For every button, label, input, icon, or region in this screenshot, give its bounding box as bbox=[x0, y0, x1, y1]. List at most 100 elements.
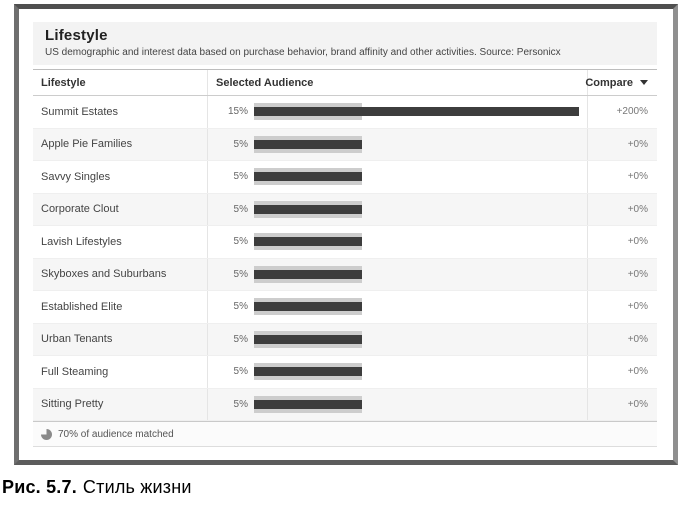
selected-audience-bar bbox=[254, 334, 363, 344]
audience-bar bbox=[254, 330, 587, 348]
audience-percent: 5% bbox=[233, 268, 248, 280]
table-row: Lavish Lifestyles 5% +0% bbox=[33, 226, 657, 259]
selected-audience-bar bbox=[254, 237, 363, 247]
compare-cell: +0% bbox=[587, 226, 657, 258]
compare-cell: +0% bbox=[587, 323, 657, 355]
lifestyle-label: Sitting Pretty bbox=[41, 398, 104, 411]
audience-cell: 5% bbox=[207, 226, 587, 258]
compare-cell: +0% bbox=[587, 128, 657, 160]
lifestyle-panel: Lifestyle US demographic and interest da… bbox=[33, 22, 657, 447]
lifestyle-label: Skyboxes and Suburbans bbox=[41, 268, 167, 281]
audience-matched-text: 70% of audience matched bbox=[58, 428, 174, 440]
panel-title: Lifestyle bbox=[45, 27, 108, 44]
compare-value: +0% bbox=[627, 171, 648, 183]
lifestyle-label: Apple Pie Families bbox=[41, 138, 133, 151]
compare-cell: +0% bbox=[587, 388, 657, 420]
column-header-lifestyle: Lifestyle bbox=[41, 76, 86, 89]
lifestyle-table: Lifestyle Selected Audience Compare Summ… bbox=[33, 69, 657, 447]
selected-audience-bar bbox=[254, 107, 580, 117]
compare-value: +0% bbox=[627, 301, 648, 313]
compare-value: +0% bbox=[627, 268, 648, 280]
table-row: Savvy Singles 5% +0% bbox=[33, 161, 657, 194]
table-row: Sitting Pretty 5% +0% bbox=[33, 388, 657, 421]
audience-cell: 5% bbox=[207, 128, 587, 160]
audience-cell: 5% bbox=[207, 323, 587, 355]
audience-percent: 15% bbox=[227, 106, 248, 118]
compare-value: +0% bbox=[627, 236, 648, 248]
lifestyle-label: Savvy Singles bbox=[41, 170, 111, 183]
table-row: Corporate Clout 5% +0% bbox=[33, 193, 657, 226]
screenshot-frame: Lifestyle US demographic and interest da… bbox=[14, 4, 678, 465]
audience-percent: 5% bbox=[233, 138, 248, 150]
table-header-row: Lifestyle Selected Audience Compare bbox=[33, 69, 657, 96]
panel-subtitle: US demographic and interest data based o… bbox=[45, 47, 561, 58]
audience-bar bbox=[254, 363, 587, 381]
audience-bar bbox=[254, 298, 587, 316]
table-body: Summit Estates 15% +200% Apple Pie Families… bbox=[33, 96, 657, 421]
column-header-compare: Compare bbox=[585, 76, 633, 89]
lifestyle-label: Established Elite bbox=[41, 300, 123, 313]
table-row: Urban Tenants 5% +0% bbox=[33, 323, 657, 356]
table-row: Established Elite 5% +0% bbox=[33, 291, 657, 324]
lifestyle-label: Summit Estates bbox=[41, 105, 119, 118]
compare-value: +200% bbox=[616, 106, 648, 118]
chevron-down-icon bbox=[640, 80, 648, 85]
audience-cell: 5% bbox=[207, 258, 587, 290]
table-row: Summit Estates 15% +200% bbox=[33, 96, 657, 129]
audience-cell: 5% bbox=[207, 356, 587, 388]
audience-percent: 5% bbox=[233, 301, 248, 313]
audience-percent: 5% bbox=[233, 203, 248, 215]
audience-percent: 5% bbox=[233, 398, 248, 410]
audience-cell: 5% bbox=[207, 291, 587, 323]
lifestyle-label: Lavish Lifestyles bbox=[41, 235, 122, 248]
audience-cell: 15% bbox=[207, 96, 587, 128]
lifestyle-label: Full Steaming bbox=[41, 365, 109, 378]
panel-header: Lifestyle US demographic and interest da… bbox=[33, 22, 657, 65]
caption-text: Стиль жизни bbox=[82, 477, 192, 497]
table-row: Skyboxes and Suburbans 5% +0% bbox=[33, 258, 657, 291]
selected-audience-bar bbox=[254, 139, 363, 149]
compare-cell: +0% bbox=[587, 356, 657, 388]
audience-bar bbox=[254, 168, 587, 186]
selected-audience-bar bbox=[254, 399, 363, 409]
pie-chart-icon bbox=[41, 428, 52, 440]
lifestyle-label: Corporate Clout bbox=[41, 203, 119, 216]
table-footer: 70% of audience matched bbox=[33, 421, 657, 447]
compare-value: +0% bbox=[627, 138, 648, 150]
figure-caption: Рис. 5.7. Стиль жизни bbox=[2, 477, 192, 498]
compare-value: +0% bbox=[627, 203, 648, 215]
compare-value: +0% bbox=[627, 333, 648, 345]
audience-percent: 5% bbox=[233, 366, 248, 378]
column-header-selected-audience: Selected Audience bbox=[207, 70, 587, 95]
table-row: Apple Pie Families 5% +0% bbox=[33, 128, 657, 161]
selected-audience-bar bbox=[254, 204, 363, 214]
audience-bar bbox=[254, 135, 587, 153]
audience-bar bbox=[254, 233, 587, 251]
compare-value: +0% bbox=[627, 366, 648, 378]
compare-value: +0% bbox=[627, 398, 648, 410]
selected-audience-bar bbox=[254, 302, 363, 312]
caption-number: Рис. 5.7. bbox=[2, 477, 77, 497]
selected-audience-bar bbox=[254, 172, 363, 182]
table-row: Full Steaming 5% +0% bbox=[33, 356, 657, 389]
compare-cell: +0% bbox=[587, 258, 657, 290]
compare-cell: +200% bbox=[587, 96, 657, 128]
selected-audience-bar bbox=[254, 269, 363, 279]
audience-cell: 5% bbox=[207, 161, 587, 193]
audience-percent: 5% bbox=[233, 333, 248, 345]
audience-percent: 5% bbox=[233, 171, 248, 183]
compare-cell: +0% bbox=[587, 291, 657, 323]
audience-percent: 5% bbox=[233, 236, 248, 248]
lifestyle-label: Urban Tenants bbox=[41, 333, 113, 346]
compare-cell: +0% bbox=[587, 193, 657, 225]
compare-cell: +0% bbox=[587, 161, 657, 193]
audience-bar bbox=[254, 103, 587, 121]
audience-cell: 5% bbox=[207, 388, 587, 420]
selected-audience-bar bbox=[254, 367, 363, 377]
audience-bar bbox=[254, 395, 587, 413]
audience-cell: 5% bbox=[207, 193, 587, 225]
audience-bar bbox=[254, 265, 587, 283]
audience-bar bbox=[254, 200, 587, 218]
compare-dropdown[interactable]: Compare bbox=[585, 77, 648, 89]
